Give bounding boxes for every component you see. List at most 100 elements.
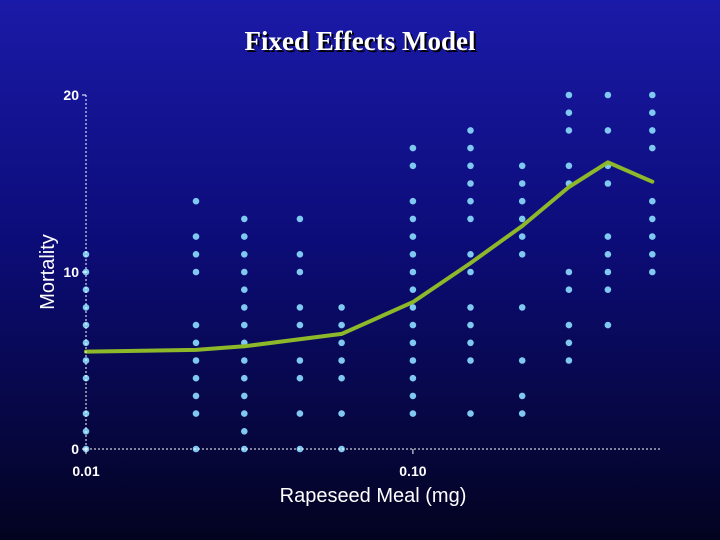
data-point: [409, 144, 417, 152]
data-point: [467, 268, 474, 276]
data-point: [82, 286, 90, 294]
data-point: [604, 91, 612, 99]
y-axis-label: Mortality: [37, 234, 59, 310]
data-point: [192, 251, 200, 258]
data-point: [649, 251, 656, 258]
data-point: [338, 304, 345, 311]
y-tick-label: 10: [63, 264, 79, 280]
data-point: [518, 197, 526, 205]
data-point: [241, 374, 248, 382]
data-point: [338, 321, 345, 329]
data-point: [409, 286, 417, 294]
data-point: [409, 321, 417, 329]
data-point: [338, 357, 345, 364]
data-point: [192, 321, 200, 329]
data-point: [82, 410, 90, 417]
data-point: [467, 251, 474, 258]
data-point: [649, 144, 656, 152]
chart-title: Fixed Effects Model: [244, 26, 476, 56]
data-point: [467, 144, 474, 152]
data-point: [649, 197, 656, 205]
data-point: [649, 268, 656, 276]
data-point: [604, 251, 612, 258]
data-point: [296, 215, 304, 223]
data-point: [565, 339, 573, 347]
data-point: [467, 127, 474, 134]
data-point: [518, 392, 526, 400]
data-point: [409, 304, 417, 311]
data-point: [241, 233, 248, 240]
data-point: [241, 215, 248, 223]
data-point: [338, 339, 345, 347]
data-point: [192, 357, 200, 364]
data-point: [518, 180, 526, 187]
data-point: [409, 339, 417, 347]
data-point: [565, 109, 573, 116]
data-point: [338, 445, 345, 453]
data-point: [296, 268, 304, 276]
fit-line-layer: [84, 160, 655, 354]
data-point: [518, 251, 526, 258]
data-point: [296, 321, 304, 329]
x-axis-label: Rapeseed Meal (mg): [280, 485, 467, 507]
data-point: [409, 233, 417, 240]
axes-layer: 0 10 20 0.01 0.10: [63, 87, 660, 479]
data-point: [467, 357, 474, 364]
data-point: [604, 233, 612, 240]
data-point: [192, 410, 200, 417]
data-point: [518, 215, 526, 223]
y-tick-label: 20: [63, 87, 79, 103]
data-point: [518, 357, 526, 364]
data-point: [409, 268, 417, 276]
data-point: [409, 392, 417, 400]
x-tick-label: 0.01: [72, 463, 99, 479]
data-point: [338, 374, 345, 382]
data-point: [296, 374, 304, 382]
data-point: [409, 215, 417, 223]
data-point: [565, 91, 573, 99]
data-point: [518, 410, 526, 417]
x-tick-label: 0.10: [399, 463, 426, 479]
data-point: [649, 215, 656, 223]
data-point: [518, 304, 526, 311]
data-points-layer: [82, 91, 656, 453]
data-point: [409, 251, 417, 258]
data-point: [409, 374, 417, 382]
data-point: [241, 286, 248, 294]
data-point: [192, 197, 200, 205]
data-point: [241, 392, 248, 400]
data-point: [296, 304, 304, 311]
data-point: [82, 251, 90, 258]
data-point: [467, 197, 474, 205]
data-point: [604, 268, 612, 276]
data-point: [192, 268, 200, 276]
data-point: [604, 127, 612, 134]
data-point: [649, 127, 656, 134]
data-point: [241, 321, 248, 329]
data-point: [518, 233, 526, 240]
data-point: [241, 357, 248, 364]
data-point: [82, 321, 90, 329]
data-point: [82, 374, 90, 382]
data-point: [296, 410, 304, 417]
data-point: [82, 339, 90, 347]
data-point: [604, 286, 612, 294]
data-point: [467, 410, 474, 417]
data-point: [467, 180, 474, 187]
data-point: [467, 304, 474, 311]
data-point: [565, 162, 573, 170]
data-point: [241, 304, 248, 311]
data-point: [565, 127, 573, 134]
data-point: [565, 286, 573, 294]
data-point: [192, 233, 200, 240]
data-point: [649, 109, 656, 116]
data-point: [565, 357, 573, 364]
data-point: [649, 91, 656, 99]
data-point: [192, 339, 200, 347]
data-point: [467, 321, 474, 329]
data-point: [296, 251, 304, 258]
data-point: [649, 233, 656, 240]
data-point: [604, 321, 612, 329]
data-point: [409, 162, 417, 170]
